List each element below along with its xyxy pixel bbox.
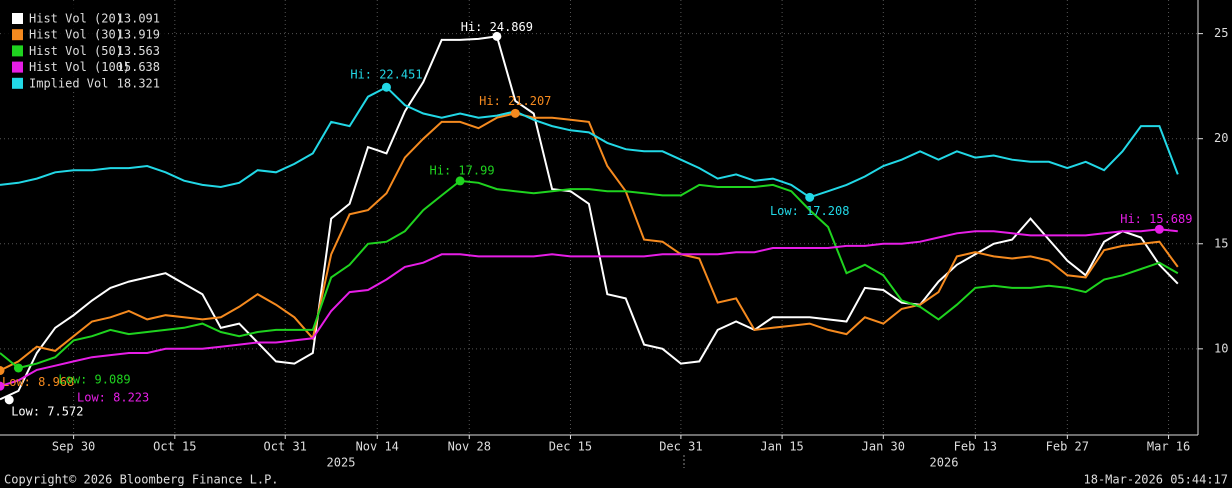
annotation-label: Hi: 17.99: [430, 163, 495, 177]
series-line: [0, 112, 1179, 372]
annotation-marker: [0, 381, 5, 391]
annotation-marker: [0, 366, 5, 376]
year-label: 2025: [327, 456, 356, 470]
legend-label: Hist Vol (20): [29, 12, 123, 26]
x-tick-label: Nov 28: [448, 440, 491, 454]
annotation-marker: [4, 395, 14, 405]
annotation-label: Hi: 22.451: [350, 68, 422, 82]
x-tick-label: Jan 30: [862, 440, 905, 454]
timestamp: 18-Mar-2026 05:44:17: [1084, 473, 1229, 487]
x-tick-label: Oct 31: [264, 440, 307, 454]
annotation-label: Hi: 15.689: [1120, 212, 1192, 226]
series-line: [0, 179, 1179, 370]
annotation-marker: [805, 192, 815, 202]
annotation-marker: [381, 82, 391, 92]
annotation-marker: [1154, 224, 1164, 234]
year-label: 2026: [930, 456, 959, 470]
legend-swatch: [12, 61, 23, 73]
annotation-label: Low: 7.572: [11, 404, 83, 418]
series-line: [0, 35, 1179, 401]
legend-value: 18.321: [117, 76, 160, 90]
x-tick-label: Dec 31: [659, 440, 702, 454]
annotation-marker: [492, 31, 502, 41]
x-tick-label: Mar 16: [1147, 440, 1190, 454]
legend-swatch: [12, 13, 23, 24]
copyright: Copyright© 2026 Bloomberg Finance L.P.: [4, 473, 279, 487]
x-tick-label: Sep 30: [52, 440, 95, 454]
legend: Hist Vol (20)13.091 Hist Vol (30)13.919 Hi…: [2, 4, 166, 92]
annotation-label: Low: 9.089: [58, 372, 130, 386]
annotation-label: Hi: 21.207: [479, 94, 551, 108]
legend-label: Hist Vol (30): [29, 28, 123, 42]
x-tick-label: Oct 15: [153, 440, 196, 454]
y-tick-label: 10: [1214, 341, 1228, 355]
x-tick-label: Feb 13: [954, 440, 997, 454]
annotation-label: Low: 17.208: [770, 204, 849, 218]
annotation-label: Low: 8.968: [2, 375, 74, 389]
legend-label: Implied Vol: [29, 76, 108, 90]
series-line: [0, 228, 1178, 388]
legend-label: Hist Vol (100): [29, 60, 130, 74]
legend-value: 13.091: [117, 12, 160, 26]
annotation-marker: [13, 363, 23, 373]
annotation-marker: [455, 176, 465, 186]
annotation-label: Hi: 24.869: [461, 20, 533, 34]
annotation-marker: [510, 108, 520, 118]
legend-swatch: [12, 45, 23, 57]
legend-value: 13.563: [117, 44, 160, 58]
series-line: [0, 85, 1179, 199]
y-tick-label: 15: [1214, 236, 1228, 250]
legend-box: [2, 4, 166, 92]
x-tick-label: Feb 27: [1046, 440, 1089, 454]
y-tick-label: 20: [1214, 131, 1228, 145]
y-tick-label: 25: [1214, 26, 1228, 40]
legend-label: Hist Vol (50): [29, 44, 123, 58]
legend-swatch: [12, 29, 23, 41]
x-tick-label: Jan 15: [760, 440, 803, 454]
annotation-label: Low: 8.223: [77, 391, 149, 405]
x-tick-label: Nov 14: [356, 440, 399, 454]
legend-value: 15.638: [117, 60, 160, 74]
legend-value: 13.919: [117, 28, 160, 42]
legend-swatch: [12, 77, 23, 89]
x-tick-label: Dec 15: [549, 440, 592, 454]
